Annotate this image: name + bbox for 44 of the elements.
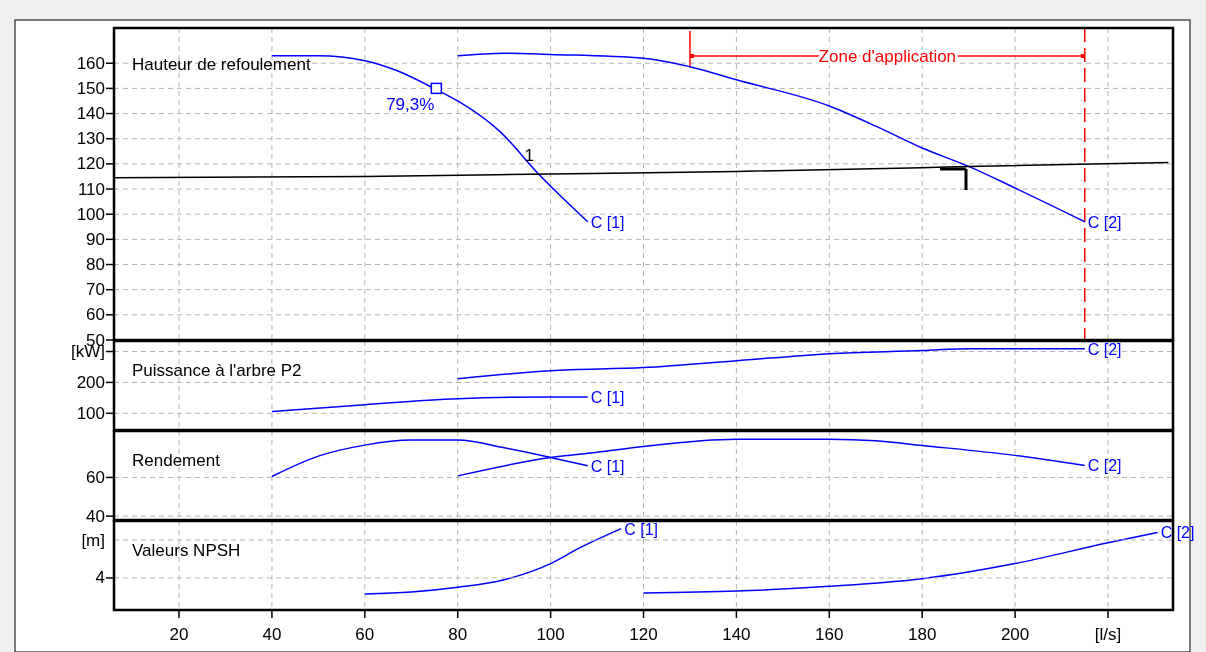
text: Rendement: [132, 451, 221, 470]
text: Puissance à l'arbre P2: [132, 361, 302, 380]
x-tick-label: 80: [448, 625, 468, 644]
y-tick-label: 60: [86, 467, 105, 487]
y-tick-label: 150: [76, 78, 105, 98]
series-label: C [1]: [590, 388, 625, 406]
y-tick-label: 160: [76, 53, 105, 73]
y-tick-label: 200: [76, 372, 105, 392]
y-tick-label: 60: [86, 305, 105, 325]
series-label: C [2]: [1087, 457, 1122, 475]
x-tick-label: 20: [169, 625, 189, 644]
y-tick-label: 140: [76, 104, 105, 124]
text: 4: [95, 568, 105, 588]
y-tick-label: 90: [86, 229, 105, 249]
y-tick-label: 100: [76, 204, 105, 224]
x-tick-label: 40: [262, 625, 282, 644]
annotation: 79,3%: [386, 95, 435, 115]
y-tick-label: 80: [86, 255, 105, 275]
line-series: [271, 396, 589, 413]
text: Valeurs NPSH: [132, 541, 241, 560]
x-tick-label: 140: [722, 625, 751, 644]
series-label: C [1]: [590, 213, 625, 231]
y-tick-label: 100: [76, 403, 105, 423]
x-tick-label: 180: [908, 625, 937, 644]
y-tick-label: 110: [77, 179, 105, 199]
y-tick-label: 120: [76, 154, 105, 174]
text: Hauteur de refoulement: [132, 55, 311, 74]
annotation: 1: [524, 146, 535, 166]
x-tick-label: 100: [536, 625, 565, 644]
series-label: C [1]: [590, 457, 625, 475]
x-tick-label: 160: [815, 625, 844, 644]
y-tick-label: 40: [86, 506, 105, 526]
x-tick-label: 120: [629, 625, 658, 644]
series-label: C [2]: [1160, 524, 1195, 542]
series-label: C [1]: [624, 520, 658, 538]
x-tick-label: 200: [1000, 625, 1030, 644]
y-tick-label: 130: [76, 129, 105, 149]
y-tick-label: 70: [86, 280, 105, 300]
y-axis-title: [m]: [81, 530, 105, 550]
x-tick-label: 60: [355, 625, 375, 644]
x-tick-label: [l/s]: [1094, 625, 1122, 644]
series-label: C [2]: [1087, 340, 1122, 358]
series-label: C [2]: [1087, 213, 1122, 231]
line-series: [456, 347, 1086, 380]
